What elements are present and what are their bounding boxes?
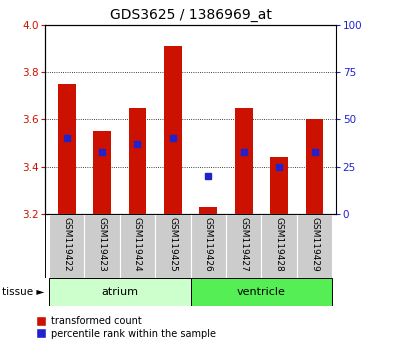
Title: GDS3625 / 1386969_at: GDS3625 / 1386969_at xyxy=(110,8,271,22)
Bar xyxy=(49,278,191,306)
Text: GSM119426: GSM119426 xyxy=(204,217,213,272)
Bar xyxy=(164,46,182,214)
Bar xyxy=(49,214,85,278)
Text: GSM119425: GSM119425 xyxy=(168,217,177,272)
Bar xyxy=(58,84,75,214)
Bar xyxy=(129,108,146,214)
Bar xyxy=(235,108,252,214)
Bar xyxy=(199,207,217,214)
Bar xyxy=(191,278,332,306)
Legend: transformed count, percentile rank within the sample: transformed count, percentile rank withi… xyxy=(36,316,216,339)
Bar xyxy=(93,131,111,214)
Text: GSM119427: GSM119427 xyxy=(239,217,248,272)
Bar xyxy=(120,214,155,278)
Bar xyxy=(155,214,191,278)
Text: GSM119429: GSM119429 xyxy=(310,217,319,272)
Bar xyxy=(226,214,261,278)
Bar xyxy=(306,119,324,214)
Bar xyxy=(270,157,288,214)
Bar xyxy=(261,214,297,278)
Bar xyxy=(297,214,332,278)
Bar xyxy=(191,214,226,278)
Text: GSM119422: GSM119422 xyxy=(62,217,71,272)
Text: ventricle: ventricle xyxy=(237,287,286,297)
Text: GSM119428: GSM119428 xyxy=(275,217,284,272)
Text: GSM119423: GSM119423 xyxy=(98,217,107,272)
Text: GSM119424: GSM119424 xyxy=(133,217,142,272)
Bar xyxy=(85,214,120,278)
Text: tissue ►: tissue ► xyxy=(2,287,44,297)
Text: atrium: atrium xyxy=(101,287,138,297)
